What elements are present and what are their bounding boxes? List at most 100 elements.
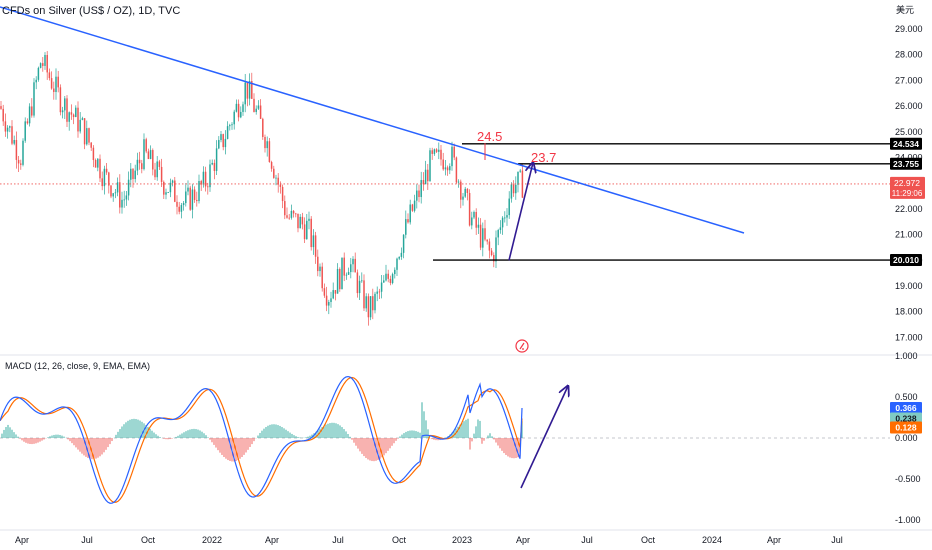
- macd-histogram-bar: [391, 438, 393, 446]
- macd-histogram-bar: [199, 430, 201, 438]
- macd-histogram-bar: [21, 438, 23, 441]
- macd-histogram-bar: [115, 434, 117, 438]
- candle-body: [444, 167, 447, 170]
- macd-histogram-bar: [489, 433, 491, 438]
- candle-body: [130, 168, 132, 180]
- macd-histogram-bar: [75, 438, 77, 448]
- candle-body: [13, 139, 15, 144]
- candle-body: [110, 185, 112, 197]
- candle-body: [70, 112, 73, 115]
- candle-body: [105, 168, 108, 173]
- candle-body: [66, 98, 68, 122]
- macd-histogram-bar: [41, 438, 43, 441]
- candle-body: [319, 266, 321, 272]
- candle-body: [310, 218, 312, 248]
- macd-histogram-bar: [9, 427, 11, 438]
- candle-body: [94, 160, 97, 168]
- candle-body: [207, 186, 209, 188]
- macd-histogram-bar: [435, 438, 437, 441]
- time-tick-label: Jul: [581, 535, 593, 545]
- candle-body: [510, 184, 513, 199]
- macd-histogram-bar: [325, 424, 327, 438]
- macd-histogram-bar: [521, 421, 523, 438]
- macd-histogram-bar: [477, 419, 479, 438]
- macd-histogram-bar: [147, 426, 149, 438]
- macd-histogram-bar: [407, 431, 409, 438]
- candle-body: [508, 198, 510, 216]
- macd-histogram-bar: [83, 438, 85, 456]
- projection-arrow: [508, 163, 533, 261]
- candle-body: [182, 203, 185, 206]
- macd-histogram-bar: [249, 438, 251, 448]
- macd-histogram-bar: [293, 435, 295, 438]
- candle-body: [409, 204, 411, 223]
- level-low-tag: 20.010: [893, 255, 919, 265]
- candle-body: [257, 105, 260, 109]
- macd-histogram-bar: [23, 438, 25, 442]
- macd-histogram-bar: [201, 431, 203, 438]
- macd-histogram-bar: [421, 402, 423, 438]
- candle-body: [26, 121, 29, 124]
- macd-histogram-bar: [129, 419, 131, 438]
- candle-body: [292, 210, 295, 214]
- macd-histogram-bar: [15, 434, 17, 438]
- macd-histogram-bar: [99, 438, 101, 457]
- candle-body: [242, 104, 244, 112]
- macd-histogram-bar: [341, 427, 343, 438]
- macd-histogram-bar: [487, 435, 489, 438]
- macd-histogram-bar: [189, 429, 191, 438]
- current-price-tag: 22.972: [894, 178, 920, 188]
- candle-body: [347, 272, 350, 275]
- candle-body: [268, 141, 271, 163]
- symbol-title[interactable]: CFDs on Silver (US$ / OZ), 1D, TVC: [2, 5, 181, 17]
- macd-histogram-bar: [1, 433, 3, 438]
- candle-body: [402, 234, 405, 253]
- candle-body: [178, 206, 180, 212]
- candle-body: [350, 264, 352, 273]
- macd-axis[interactable]: 1.000 0.500 0.000 -0.500 -1.000: [895, 351, 921, 525]
- price-tick-label: 27.000: [895, 75, 923, 85]
- macd-histogram-bar: [409, 430, 411, 438]
- candle-body: [438, 149, 440, 152]
- macd-histogram-bar: [257, 435, 259, 438]
- candle-body: [325, 295, 328, 306]
- candle-body: [416, 190, 418, 201]
- candle-body: [422, 180, 425, 185]
- candle-body: [171, 180, 174, 183]
- macd-tick-label: 1.000: [895, 351, 918, 361]
- macd-indicator-label[interactable]: MACD (12, 26, close, 9, EMA, EMA): [5, 361, 151, 371]
- macd-histogram-bar: [397, 438, 399, 439]
- candle-body: [209, 164, 211, 188]
- macd-histogram-bar: [389, 438, 391, 449]
- candle-body: [147, 151, 150, 159]
- macd-histogram-bar: [247, 438, 249, 450]
- time-axis[interactable]: Apr Jul Oct 2022 Apr Jul Oct 2023 Apr Jul Oct 2024 A…: [15, 535, 843, 545]
- macd-histogram-bar: [209, 438, 211, 440]
- candle-body: [15, 139, 18, 160]
- macd-histogram-bar: [237, 438, 239, 461]
- candle-body: [308, 218, 310, 221]
- macd-histogram-bar: [119, 429, 121, 438]
- macd-histogram-bar: [229, 438, 231, 461]
- candle-body: [53, 88, 55, 93]
- macd-histogram-bar: [491, 436, 493, 438]
- candle-body: [176, 201, 178, 207]
- macd-histogram-bar: [463, 421, 465, 438]
- candle-body: [158, 161, 161, 167]
- macd-histogram-bar: [361, 438, 363, 454]
- macd-tick-label: 0.000: [895, 433, 918, 443]
- macd-histogram-bar: [369, 438, 371, 461]
- macd-histogram-bar: [465, 419, 467, 438]
- candle-body: [435, 149, 438, 152]
- macd-histogram-bar: [377, 438, 379, 461]
- macd-histogram-bar: [67, 438, 69, 440]
- macd-histogram-bar: [133, 418, 135, 438]
- macd-histogram-bar: [411, 430, 413, 438]
- candle-body: [352, 258, 354, 265]
- macd-histogram-bar: [245, 438, 247, 453]
- candlestick-series: [0, 51, 524, 326]
- macd-histogram-bar: [89, 438, 91, 459]
- candle-body: [44, 54, 46, 66]
- candle-body: [266, 141, 268, 149]
